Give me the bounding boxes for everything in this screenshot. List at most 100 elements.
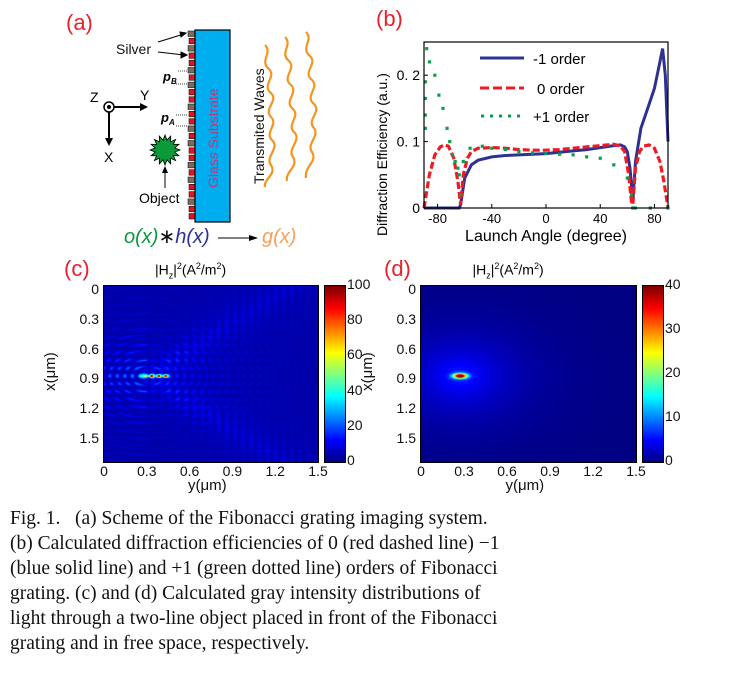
panel-b-label: (b) [376,6,403,31]
x-tick-label: 0.6 [497,463,517,479]
grating-tooth [188,132,196,139]
grating-tooth [188,38,196,45]
plus1-order-point [425,47,429,51]
y-tick-label: 0.3 [396,310,416,327]
heatmap-image [420,285,637,463]
plus1-order-point [629,193,633,197]
grating-tooth [188,205,196,212]
plus1-order-point [453,159,457,164]
glass-substrate [194,29,231,223]
plus1-order-point [445,126,449,130]
y-tick-label: 1.2 [79,400,99,417]
x-tick-label: 1.5 [308,463,328,479]
x-tick-label: 1.2 [265,463,285,479]
x-tick-label: 0.9 [222,463,243,479]
caption-line: Fig. 1. (a) Scheme of the Fibonacci grat… [10,508,488,529]
y-axis-label: x(μm) [358,352,376,391]
plus1-order-point [557,152,562,156]
y-tick-label: 1.5 [396,430,416,447]
plus1-order-point [461,159,465,164]
heatmap-title: |Hz|2(A2/m2) [472,261,544,281]
caption-line: light through a two-line object placed i… [10,608,498,629]
y-tick-label: 0.6 [396,340,416,357]
x-tick-label: 0.6 [179,463,200,479]
x-axis-label: Launch Angle (degree) [465,228,627,245]
colorbar-tick-label: 100 [347,276,371,292]
plus1-order-point [423,126,427,130]
y-tick-label: 0.3 [79,310,99,327]
formula: o(x)∗h(x) [124,226,210,248]
silver-tooth [187,162,196,169]
formula-g: g(x) [262,226,296,248]
axis-y-label: Y [140,87,150,103]
plus1-order-point [427,60,432,64]
plus1-order-point [598,156,602,160]
silver-tooth [187,45,196,52]
x-tick-label: 0.9 [540,463,560,479]
y-tick-label: 0 [408,280,416,297]
caption-line: grating. (c) and (d) Calculated gray int… [10,583,481,604]
grating-tooth [188,52,196,59]
plus1-order-point [450,153,455,157]
colorbar-tick-label: 60 [347,346,363,363]
y-tick-label: 0.9 [396,370,416,387]
transmitted-waves [263,31,318,188]
plus1-order-point [423,80,427,84]
y-tick-label: 1.2 [396,400,416,417]
silver-tooth [187,81,196,88]
waves-label: Transmited Waves [251,68,267,184]
colorbar [324,285,346,463]
wave-1 [263,44,276,188]
y-axis-label: Diffraction Efficiency (a.u.) [374,73,390,236]
y-tick-label: 0 [91,280,99,297]
x-tick-label: 1.2 [583,463,603,479]
silver-arrows [157,31,189,59]
colorbar-tick-label: 40 [665,276,681,292]
grating-teeth [187,30,196,220]
plus1-order-point [530,151,535,155]
x-tick-label: 0.3 [137,463,157,479]
silver-tooth [187,30,196,37]
panel-a-label: (a) [66,10,93,35]
x-tick-label: 0 [417,463,425,479]
grating-tooth [188,213,196,220]
figure-caption: Fig. 1. (a) Scheme of the Fibonacci grat… [10,506,732,656]
pB-label: pB [162,69,177,86]
plus1-order-point [480,144,484,148]
silver-tooth [187,103,196,110]
plus1-order-point [459,193,463,197]
grating-tooth [188,59,196,66]
colorbar-tick-label: 20 [665,364,681,380]
silver-tooth [187,140,196,147]
plus1-order-point [625,176,629,180]
grating-tooth [188,118,196,125]
colorbar-tick-label: 80 [347,311,363,328]
grating-tooth [188,169,196,176]
grating-tooth [188,96,196,103]
x-tick-label: 40 [593,211,607,226]
grating-tooth [188,89,196,96]
colorbar-tick-label: 10 [665,408,681,424]
plus1-order-point [457,173,461,177]
axis-z-label: Z [90,89,99,105]
x-tick-label: 1.5 [626,463,646,479]
plus1-order-point [448,140,452,144]
grating-tooth [188,147,196,154]
x-tick-label: 0.3 [454,463,474,479]
minus1-order-line [424,48,670,210]
colorbar-tick-label: 40 [347,381,363,398]
y-tick-label: 0.6 [79,340,99,357]
grating-tooth [188,74,196,81]
colorbar-tick-label: 0 [347,452,355,468]
caption-line: (b) Calculated diffraction efficiencies … [10,533,500,554]
plus1-order-point [612,163,616,167]
grating-tooth [188,111,196,118]
panel-c-label: (c) [64,256,90,281]
caption-line: grating and in free space, respectively. [10,633,310,654]
panel-d-label: (d) [384,256,411,281]
y-axis-label: x(μm) [41,352,59,391]
plus1-order-point [423,96,427,101]
plus1-order-point [468,146,472,150]
legend-entry: -1 order [533,51,586,68]
